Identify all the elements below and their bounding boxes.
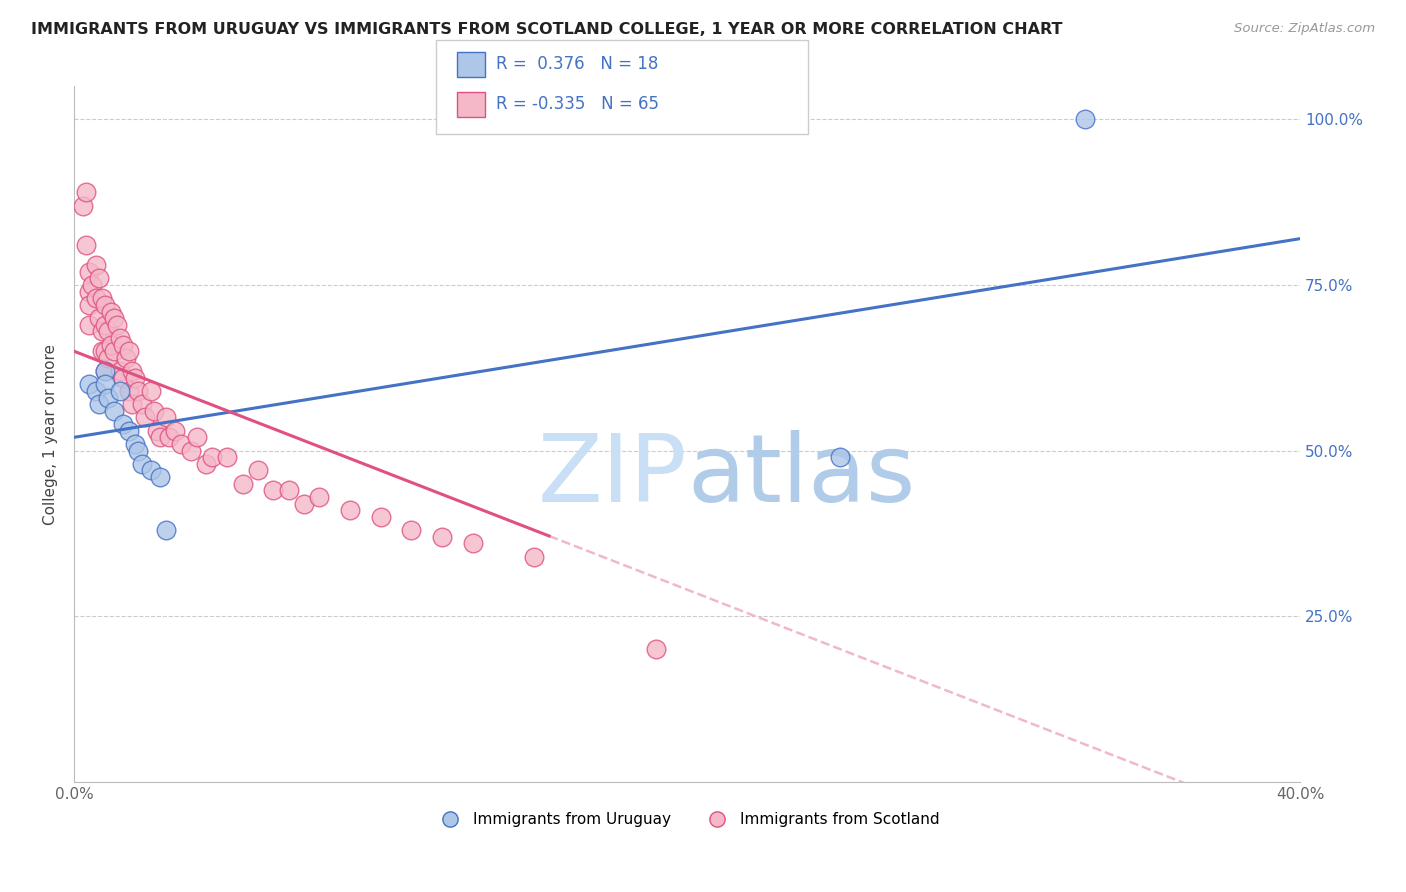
Point [97, 324, 120, 338]
Point [108, 331, 131, 345]
Point [149, 430, 172, 444]
Point [127, 384, 149, 398]
Point [115, 351, 138, 365]
Point [97, 351, 120, 365]
Point [124, 370, 146, 384]
Point [79, 377, 101, 392]
Point [155, 523, 177, 537]
Point [146, 424, 169, 438]
Point [201, 450, 224, 465]
Point [170, 437, 193, 451]
Point [139, 463, 162, 477]
Point [157, 430, 180, 444]
Text: R =  0.376   N = 18: R = 0.376 N = 18 [496, 55, 658, 73]
Point [103, 404, 125, 418]
Point [84, 291, 107, 305]
Point [97, 391, 120, 405]
Point [112, 370, 135, 384]
Point [87, 311, 110, 326]
Point [131, 397, 153, 411]
Point [399, 523, 422, 537]
Point [90, 324, 112, 338]
Point [90, 291, 112, 305]
Point [180, 443, 202, 458]
Point [79, 285, 101, 299]
Point [339, 503, 361, 517]
Point [186, 430, 208, 444]
Point [461, 536, 484, 550]
Point [149, 470, 172, 484]
Point [194, 457, 217, 471]
Point [93, 364, 115, 378]
Point [93, 364, 115, 378]
Y-axis label: College, 1 year or more: College, 1 year or more [44, 343, 58, 524]
Point [155, 410, 177, 425]
Point [90, 344, 112, 359]
Text: IMMIGRANTS FROM URUGUAY VS IMMIGRANTS FROM SCOTLAND COLLEGE, 1 YEAR OR MORE CORR: IMMIGRANTS FROM URUGUAY VS IMMIGRANTS FR… [31, 22, 1063, 37]
Point [523, 549, 546, 564]
Point [118, 424, 141, 438]
Point [830, 450, 852, 465]
Point [72, 198, 94, 212]
Point [103, 344, 125, 359]
Point [75, 186, 97, 200]
Point [79, 318, 101, 332]
Point [93, 318, 115, 332]
Point [121, 397, 143, 411]
Point [217, 450, 239, 465]
Point [75, 238, 97, 252]
Text: Source: ZipAtlas.com: Source: ZipAtlas.com [1234, 22, 1375, 36]
Point [82, 278, 104, 293]
Point [103, 311, 125, 326]
Point [121, 364, 143, 378]
Point [142, 404, 165, 418]
Point [108, 384, 131, 398]
Point [292, 497, 315, 511]
Point [93, 344, 115, 359]
Point [84, 258, 107, 272]
Point [87, 271, 110, 285]
Point [232, 476, 254, 491]
Point [87, 397, 110, 411]
Point [134, 410, 156, 425]
Point [139, 384, 162, 398]
Point [1074, 112, 1097, 127]
Point [100, 337, 122, 351]
Point [79, 298, 101, 312]
Point [118, 344, 141, 359]
Point [262, 483, 284, 498]
Text: ZIP: ZIP [537, 430, 688, 522]
Point [100, 304, 122, 318]
Point [79, 265, 101, 279]
Point [105, 318, 128, 332]
Point [112, 337, 135, 351]
Point [370, 509, 392, 524]
Point [645, 642, 668, 657]
Point [93, 377, 115, 392]
Point [131, 457, 153, 471]
Point [112, 417, 135, 431]
Point [118, 384, 141, 398]
Point [246, 463, 269, 477]
Point [308, 490, 330, 504]
Point [277, 483, 299, 498]
Point [124, 437, 146, 451]
Point [84, 384, 107, 398]
Point [165, 424, 187, 438]
Point [93, 298, 115, 312]
Legend: Immigrants from Uruguay, Immigrants from Scotland: Immigrants from Uruguay, Immigrants from… [429, 805, 945, 833]
Point [430, 530, 453, 544]
Point [108, 364, 131, 378]
Point [127, 443, 149, 458]
Text: R = -0.335   N = 65: R = -0.335 N = 65 [496, 95, 659, 113]
Text: atlas: atlas [688, 430, 915, 522]
